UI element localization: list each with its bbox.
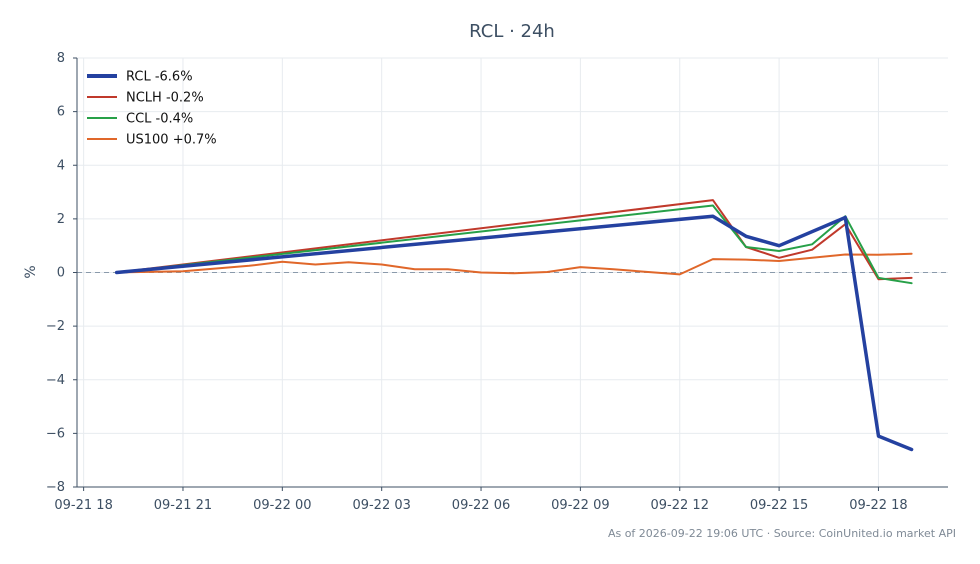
y-tick-label: 8	[57, 51, 65, 66]
y-tick-label: 2	[57, 212, 65, 227]
x-tick-label: 09-22 06	[452, 498, 510, 513]
x-tick-label: 09-22 18	[849, 498, 907, 513]
chart-title: RCL · 24h	[469, 21, 555, 42]
series-line-1	[115, 199, 913, 281]
series-layer	[114, 199, 914, 452]
x-tick-label: 09-22 09	[551, 498, 609, 513]
y-tick-label: −4	[46, 373, 65, 388]
y-tick-label: −2	[46, 319, 65, 334]
x-tick-label: 09-22 03	[352, 498, 410, 513]
x-tick-label: 09-22 00	[253, 498, 311, 513]
legend-label-2: CCL -0.4%	[126, 112, 193, 127]
x-tick-label: 09-22 12	[651, 498, 709, 513]
series-line-3	[115, 252, 913, 276]
series-line-2	[115, 204, 913, 285]
legend-label-0: RCL -6.6%	[126, 70, 193, 85]
x-tick-label: 09-21 18	[54, 498, 112, 513]
footer-note: As of 2026-09-22 19:06 UTC · Source: Coi…	[608, 527, 956, 540]
y-axis-label: %	[23, 265, 39, 278]
y-tick-label: 6	[57, 105, 65, 120]
y-tick-label: 0	[57, 266, 65, 281]
series-line-0	[114, 214, 914, 452]
y-tick-label: −8	[46, 480, 65, 495]
legend-label-1: NCLH -0.2%	[126, 91, 204, 106]
x-ticks: 09-21 18 09-21 21 09-22 00 09-22 03 09-22 06…	[54, 487, 908, 513]
y-ticks: −8 −6 −4 −2 0 2 4 6 8	[46, 51, 77, 495]
legend: RCL -6.6% NCLH -0.2% CCL -0.4% US100 +0.7%	[87, 70, 217, 148]
y-tick-label: 4	[57, 158, 65, 173]
x-tick-label: 09-22 15	[750, 498, 808, 513]
x-tick-label: 09-21 21	[154, 498, 212, 513]
legend-label-3: US100 +0.7%	[126, 133, 217, 148]
y-tick-label: −6	[46, 426, 65, 441]
